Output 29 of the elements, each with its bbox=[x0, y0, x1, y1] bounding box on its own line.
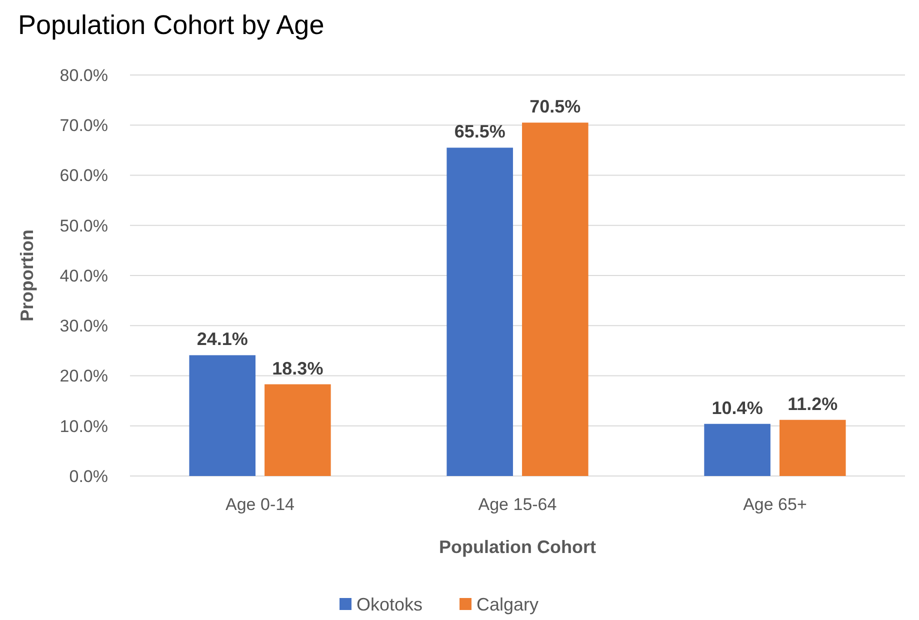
y-tick-label: 60.0% bbox=[60, 166, 108, 186]
bar bbox=[704, 424, 770, 476]
data-label: 10.4% bbox=[712, 398, 763, 418]
bar bbox=[264, 384, 331, 476]
data-label: 70.5% bbox=[530, 96, 581, 117]
data-label: 24.1% bbox=[196, 329, 248, 350]
bar bbox=[189, 355, 256, 476]
data-label: 11.2% bbox=[788, 394, 838, 414]
x-axis-title: Population Cohort bbox=[439, 537, 596, 557]
y-tick-label: 10.0% bbox=[60, 416, 108, 436]
x-tick-label: Age 15-64 bbox=[478, 495, 557, 514]
bar bbox=[779, 420, 846, 476]
y-tick-label: 40.0% bbox=[60, 266, 108, 286]
y-tick-label: 20.0% bbox=[60, 366, 108, 386]
legend-label: Okotoks bbox=[356, 594, 423, 614]
data-label: 65.5% bbox=[454, 122, 506, 142]
x-tick-label: Age 0-14 bbox=[226, 495, 295, 514]
y-tick-label: 0.0% bbox=[69, 466, 108, 486]
y-tick-label: 80.0% bbox=[60, 66, 108, 85]
chart-title: Population Cohort by Age bbox=[18, 10, 324, 40]
bar bbox=[522, 122, 588, 476]
y-tick-label: 30.0% bbox=[60, 316, 108, 336]
y-tick-label: 50.0% bbox=[60, 216, 108, 236]
legend-label: Calgary bbox=[476, 594, 539, 614]
y-tick-label: 70.0% bbox=[60, 116, 108, 136]
y-axis-title: Proportion bbox=[17, 230, 37, 322]
data-label: 18.3% bbox=[272, 358, 324, 378]
x-tick-label: Age 65+ bbox=[743, 495, 807, 514]
bar bbox=[446, 148, 513, 476]
